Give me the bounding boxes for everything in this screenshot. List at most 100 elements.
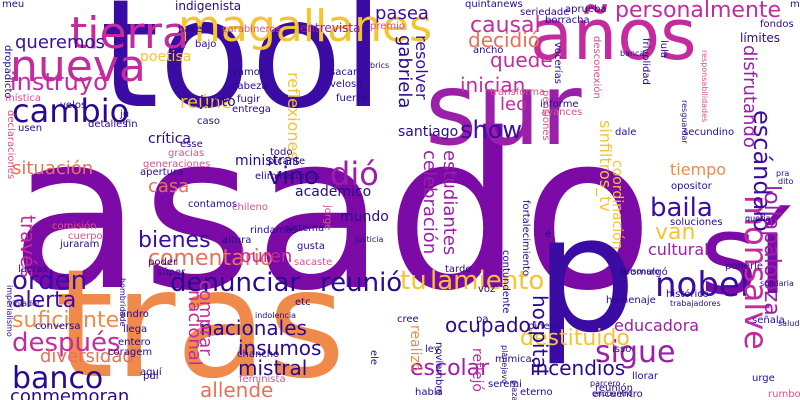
word-junto: junto — [200, 94, 236, 110]
word-fortalecimiento: fortalecimiento — [520, 200, 531, 277]
word-detalles: detalles — [88, 119, 128, 130]
word-vocerías: vocerías — [552, 42, 563, 84]
word-velos: velos — [60, 100, 87, 111]
word-llega: llega — [123, 324, 148, 335]
word-sigue: sigue — [595, 335, 676, 370]
word-cree: cree — [397, 314, 419, 325]
word-dito: dito — [778, 177, 794, 186]
word-celebración: celebración — [419, 150, 440, 255]
word-eliminatorias: eliminatorias — [255, 171, 320, 182]
word-seriedade: seriedade — [520, 7, 570, 18]
word-dropadicto: dropadicto — [2, 45, 13, 99]
word-andro: andro — [120, 309, 149, 320]
word-coragem: coragem — [108, 347, 153, 358]
word-realizó: realizó — [407, 325, 423, 372]
word-bienes: bienes — [138, 228, 211, 253]
word-hombridade: hombridade — [118, 278, 127, 327]
word-denunciar: denunciar — [170, 268, 301, 298]
word-sur: sur — [425, 51, 582, 168]
word-frivolidad: frivolidad — [640, 38, 651, 85]
word-santiago: santiago — [398, 124, 459, 140]
word-destituido: destituido — [520, 326, 630, 351]
word-mundo: mundo — [340, 209, 389, 225]
word-cultural: cultural — [648, 240, 709, 259]
word-juraram: juraram — [60, 239, 100, 250]
word-aprueba: aprueba — [565, 4, 607, 15]
word-queria: queria — [745, 214, 771, 223]
word-baila: baila — [650, 193, 713, 223]
word-ancho: ancho — [473, 45, 504, 56]
word-leo: leo — [500, 94, 528, 115]
word-causal: causal — [470, 13, 541, 38]
word-asado: asado — [10, 87, 654, 338]
word-contamos: contamos — [188, 199, 238, 210]
word-p: p — [535, 181, 637, 368]
word-generaciones: generaciones — [143, 159, 211, 170]
word-lollapalooza: lollapalooza — [759, 185, 784, 316]
word-coordinación: coordinación — [609, 160, 625, 250]
word-tras: tras — [55, 238, 346, 400]
word-ley: ley — [425, 344, 440, 355]
word-señala: señala — [752, 315, 785, 326]
word-solidaria: solidaria — [760, 279, 794, 288]
word-chileno: chileno — [232, 202, 269, 213]
word-conversa: conversa — [35, 321, 81, 332]
word-histórico: histórico — [666, 289, 709, 300]
word-rumbo: rumbo — [768, 389, 800, 400]
word-entero: entero — [118, 337, 151, 348]
word-situación: situación — [12, 158, 94, 179]
word-magallanes: magallanes — [178, 1, 433, 52]
word-conmemoran: conmemoran — [10, 386, 130, 400]
word-tarde: tarde — [445, 264, 472, 275]
word-sacar: sacar — [330, 67, 358, 78]
word-alerta: alerta — [12, 288, 77, 313]
word-incendios: incendios — [530, 356, 626, 380]
word-pdi: pdi — [143, 371, 159, 382]
word-fondos: fondos — [760, 19, 794, 30]
word-banco: banco — [12, 361, 104, 396]
word-feminista: feminista — [239, 374, 286, 385]
word-show: show — [460, 116, 523, 144]
word-violador: violador — [8, 299, 41, 308]
word-veloso: veloso — [330, 79, 363, 90]
word-orden: orden — [12, 266, 88, 296]
word-resolver: resolver — [412, 35, 431, 100]
word-ocupado: ocupado — [445, 313, 531, 337]
word-vino: vino — [268, 162, 319, 190]
word-urge: urge — [752, 373, 775, 384]
word-gusta: gusta — [297, 241, 325, 252]
word-cuerpo: cuerpo — [68, 231, 103, 242]
word-mímica: mímica — [495, 354, 532, 365]
word-escolar: escolar — [410, 356, 490, 381]
word-límites: límites — [740, 31, 781, 45]
word-soluciones: soluciones — [670, 217, 723, 228]
word-aquí: aquí — [140, 367, 162, 378]
word-bajo: bajo — [195, 39, 217, 50]
word-gracias: gracias — [168, 148, 205, 159]
word-inician: inician — [460, 73, 526, 97]
word-contundente: contundente — [500, 250, 511, 314]
word-nacional: nacional — [184, 290, 205, 366]
word-personalmente: personalmente — [615, 0, 782, 23]
word-nacionales: nacionales — [200, 316, 307, 340]
word-isso: isso — [612, 344, 632, 355]
word-entrega: entrega — [232, 104, 271, 115]
word-fin: fin — [125, 119, 138, 130]
word-sí: sí — [700, 191, 788, 319]
word-insumos: insumos — [238, 336, 322, 360]
word-plaza: plaza — [510, 380, 519, 400]
word-años: años — [530, 0, 697, 76]
word-poetisa: poetisa — [140, 49, 192, 65]
word-estudiantes: estudiantes — [439, 150, 460, 256]
word-chancho: chancho — [237, 349, 280, 360]
word-saludos: saludos — [778, 319, 800, 328]
word-instruyó: instruyó — [10, 68, 108, 96]
word-tierra: tierra — [70, 8, 189, 59]
word-brics: brics — [370, 61, 390, 70]
word-queria: queria — [745, 214, 771, 223]
word-poder: poder — [148, 257, 178, 268]
word-lula: lula — [658, 40, 669, 59]
word-indolencia: indolencia — [255, 311, 297, 320]
word-entrevista: entrevista — [300, 21, 361, 35]
